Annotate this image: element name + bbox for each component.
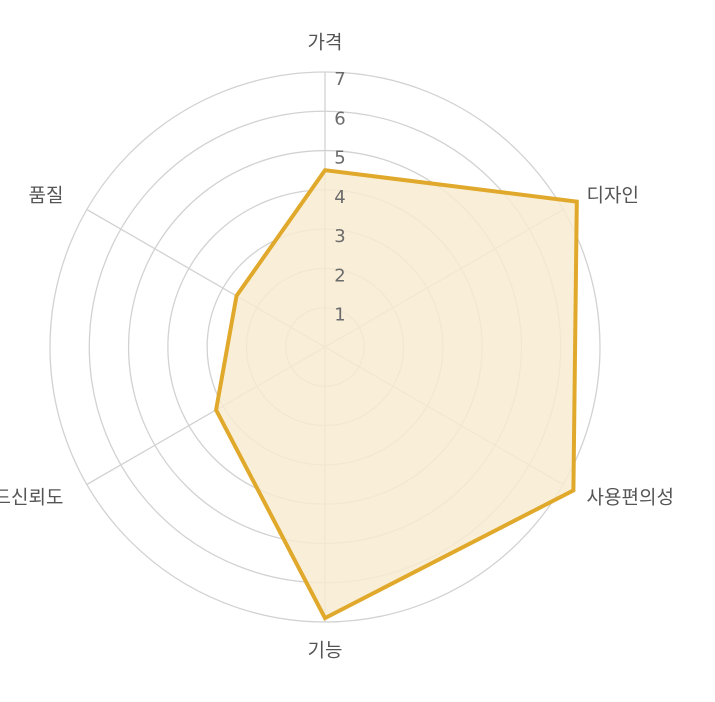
tick-label-2: 2 [334,265,345,286]
tick-label-1: 1 [334,305,345,326]
tick-label-5: 5 [334,148,345,169]
radial-tick-labels: 1 2 3 4 5 6 7 [334,69,345,326]
axis-label-5: 브랜드신뢰도 [0,487,63,509]
series-area [214,168,579,621]
tick-label-7: 7 [334,69,345,90]
axis-label-3: 사용편의성 [587,487,674,509]
tick-label-4: 4 [334,187,345,208]
axis-label-2: 디자인 [587,185,639,207]
axis-label-1: 가격 [308,32,343,54]
series-polygon-1 [214,168,579,621]
axis-label-4: 기능 [308,640,343,662]
tick-label-3: 3 [334,226,345,247]
axis-label-6: 품질 [28,185,63,207]
tick-label-6: 6 [334,108,345,129]
